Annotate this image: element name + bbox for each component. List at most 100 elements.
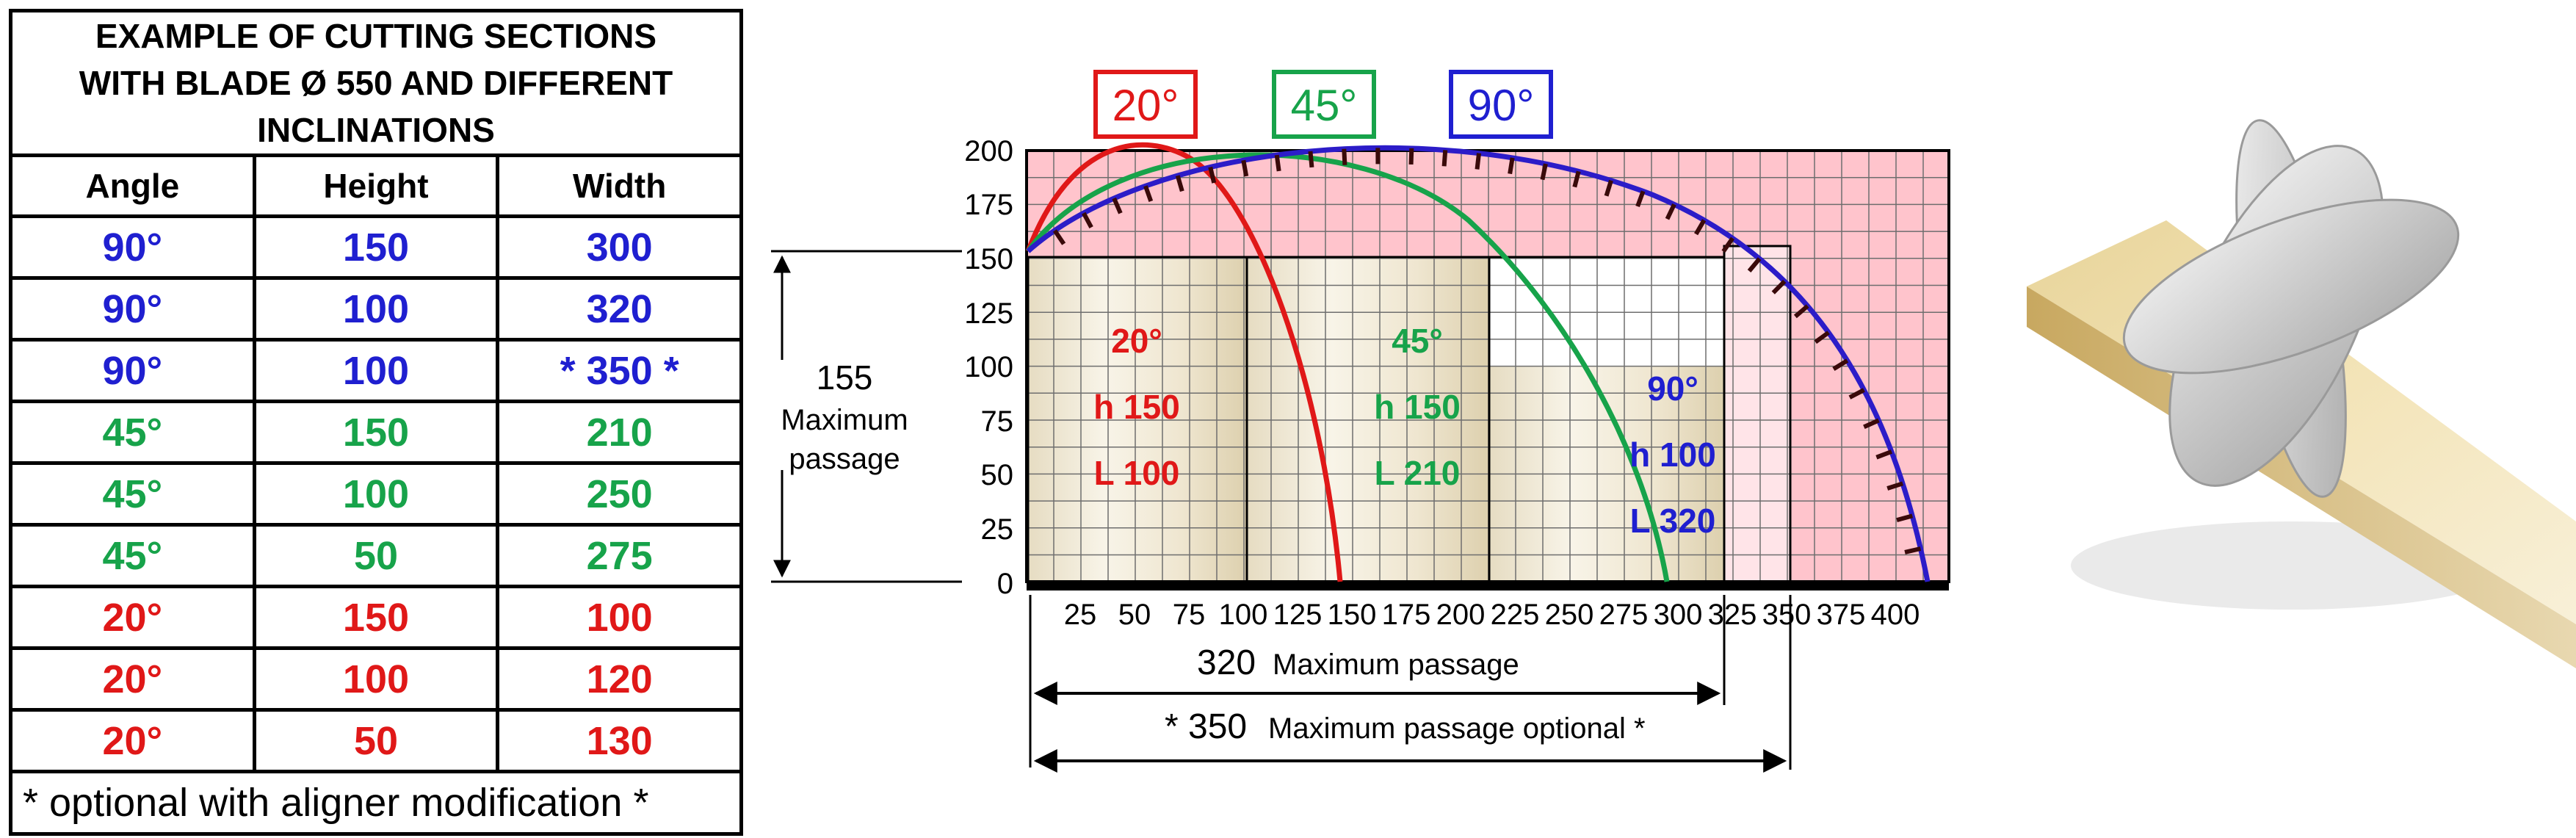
x-tick-label: 75	[1173, 599, 1206, 631]
x-axis-labels: 25 50 75 100 125 150 175 200 225 250 275…	[1064, 599, 1920, 631]
saw-tooth	[1793, 304, 1809, 319]
saw-tooth	[1771, 279, 1787, 295]
section-90-angle: 90°	[1647, 369, 1698, 408]
legend-20-label: 20°	[1112, 81, 1179, 130]
cutting-sections-table: EXAMPLE OF CUTTING SECTIONS WITH BLADE Ø…	[9, 9, 743, 836]
cell-height: 50	[252, 708, 500, 773]
height-dim-label-2: passage	[789, 443, 900, 475]
saw-tooth	[1875, 449, 1893, 460]
cell-width: 275	[496, 523, 743, 588]
table-row: 90° 150 300	[9, 214, 743, 280]
header-height: Height	[252, 153, 500, 218]
saw-tooth	[1052, 229, 1066, 245]
y-tick-label: 175	[964, 189, 1013, 221]
cell-width: 210	[496, 400, 743, 465]
saw-tooth	[1747, 257, 1762, 272]
saw-tooth	[1665, 203, 1676, 220]
saw-tooth	[1635, 190, 1646, 208]
x-tick-label: 100	[1219, 599, 1268, 631]
table-title-line-3: INCLINATIONS	[257, 111, 495, 149]
cell-height: 100	[252, 276, 500, 342]
curve-20	[1025, 142, 1343, 582]
cell-angle: 90°	[9, 338, 256, 403]
section-45-length: L 210	[1375, 454, 1461, 492]
plot-grid	[1027, 151, 1949, 582]
saw-tooth	[1814, 330, 1830, 344]
cell-angle: 20°	[9, 646, 256, 712]
legend-20-box	[1093, 70, 1198, 139]
legend-45-box	[1272, 70, 1376, 139]
cell-angle: 45°	[9, 461, 256, 527]
x-tick-label: 375	[1817, 599, 1866, 631]
saw-tooth	[1886, 481, 1904, 491]
saw-tooth	[1241, 159, 1249, 177]
saw-tooth	[1904, 546, 1922, 555]
y-tick-label: 0	[997, 568, 1013, 600]
legend-90-label: 90°	[1468, 81, 1535, 130]
cell-height: 150	[252, 585, 500, 650]
cell-angle: 20°	[9, 708, 256, 773]
saw-tooth	[1572, 170, 1581, 188]
saw-tooth	[1308, 151, 1314, 168]
table-row: 20° 150 100	[9, 585, 743, 650]
y-tick-label: 150	[964, 243, 1013, 275]
blade-20	[2122, 198, 2460, 375]
table-header-row: Angle Height Width	[9, 153, 743, 218]
x-tick-label: 300	[1654, 599, 1703, 631]
cell-height: 100	[252, 461, 500, 527]
optional-passage-zone	[1724, 246, 1790, 582]
cell-width: 100	[496, 585, 743, 650]
section-90-height: h 100	[1629, 436, 1716, 474]
y-tick-label: 100	[964, 351, 1013, 383]
legend-45: 45°	[1272, 70, 1376, 139]
table-title: EXAMPLE OF CUTTING SECTIONS WITH BLADE Ø…	[9, 9, 743, 157]
saw-tooth	[1143, 185, 1154, 202]
width-dim-320-value: 320	[1197, 643, 1256, 682]
table-row: 20° 50 130	[9, 708, 743, 773]
table-row: 20° 100 120	[9, 646, 743, 712]
cell-angle: 45°	[9, 400, 256, 465]
cell-width: 250	[496, 461, 743, 527]
saw-tooth	[1848, 388, 1865, 400]
y-tick-label: 200	[964, 135, 1013, 167]
cell-height: 150	[252, 214, 500, 280]
width-dimension-320: 320 Maximum passage	[1029, 595, 1726, 767]
saw-tooth	[1508, 157, 1515, 175]
section-45-angle: 45°	[1392, 322, 1443, 360]
saw-tooth	[1342, 148, 1347, 165]
x-tick-label: 250	[1545, 599, 1594, 631]
cell-width: 320	[496, 276, 743, 342]
saw-tooth	[1082, 212, 1093, 228]
table-footnote: * optional with aligner modification *	[9, 770, 743, 836]
cell-height: 100	[252, 646, 500, 712]
y-tick-label: 125	[964, 297, 1013, 330]
width-dim-350-label: Maximum passage optional *	[1268, 712, 1646, 745]
section-20-height: h 150	[1093, 388, 1180, 426]
section-20-length: L 100	[1094, 454, 1180, 492]
saw-tooth	[1604, 179, 1613, 197]
header-angle: Angle	[9, 153, 256, 218]
saw-tooth	[1863, 418, 1880, 430]
height-dim-value: 155	[817, 358, 873, 397]
section-45-height: h 150	[1374, 388, 1461, 426]
x-tick-label: 325	[1708, 599, 1757, 631]
curve-90	[1026, 145, 1931, 582]
table-row: 90° 100 320	[9, 276, 743, 342]
saw-tooth	[1832, 358, 1849, 372]
section-label-20: 20° h 150 L 100	[1093, 322, 1180, 492]
x-tick-label: 175	[1382, 599, 1431, 631]
cell-height: 150	[252, 400, 500, 465]
saw-tooth	[1540, 163, 1548, 181]
cell-angle: 45°	[9, 523, 256, 588]
saw-tooth	[1208, 166, 1217, 184]
cell-width: * 350 *	[496, 338, 743, 403]
height-dimension: 155 Maximum passage	[771, 250, 962, 583]
x-tick-label: 400	[1871, 599, 1920, 631]
x-tick-label: 275	[1599, 599, 1649, 631]
section-90-length: L 320	[1630, 502, 1716, 540]
header-width: Width	[496, 153, 743, 218]
section-label-45: 45° h 150 L 210	[1374, 322, 1461, 492]
table-row: 45° 150 210	[9, 400, 743, 465]
legend-20: 20°	[1093, 70, 1198, 139]
legend-45-label: 45°	[1291, 81, 1358, 130]
